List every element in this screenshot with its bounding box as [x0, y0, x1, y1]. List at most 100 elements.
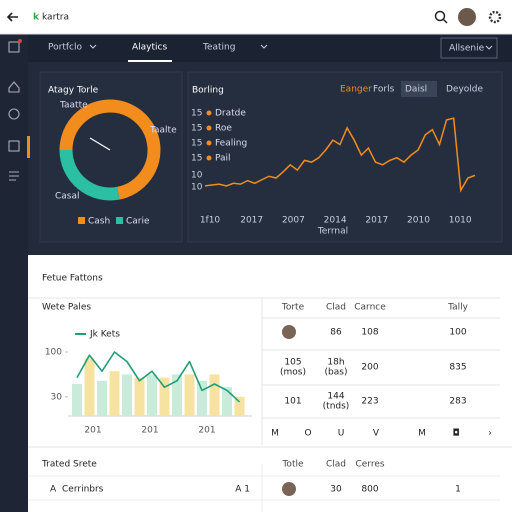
donut-label: Taatte [59, 101, 88, 111]
legend-label: Pail [215, 154, 231, 164]
table-cell: 30 [330, 485, 342, 495]
legend-dot [206, 155, 212, 161]
donut-segment [59, 149, 120, 201]
section-title: Fetue Fattons [42, 274, 103, 284]
table-header: Clad [326, 460, 346, 470]
bar [209, 374, 220, 416]
bar [222, 387, 232, 416]
legend-dot [206, 125, 212, 131]
back-icon[interactable] [6, 12, 18, 22]
table-cell: 105 [284, 358, 301, 368]
bar [84, 358, 95, 416]
caret [485, 45, 493, 50]
line-series [204, 117, 476, 193]
pager-item[interactable]: O [304, 429, 311, 439]
section-title: Trated Srete [41, 460, 97, 470]
bar [234, 396, 245, 416]
x-label: 2014 [324, 216, 347, 226]
bar [147, 374, 157, 416]
table-cell: (tnds) [323, 402, 350, 412]
table-cell: 223 [361, 397, 378, 407]
table-cell: (mos) [280, 368, 306, 378]
legend-label: Cash [88, 217, 110, 227]
side-label: 10 [191, 171, 203, 181]
legend-dot [206, 140, 212, 146]
table-cell: (bas) [325, 368, 348, 378]
card-title: Borling [192, 86, 224, 96]
toggle[interactable]: Eanger [340, 85, 372, 95]
bar [172, 374, 182, 416]
x-label: 1f10 [200, 216, 221, 226]
pager-item[interactable]: V [373, 429, 380, 439]
nav-tab[interactable]: Portfclo [48, 43, 82, 53]
nav-tab[interactable]: Alaytics [132, 43, 167, 53]
table-cell: A 1 [235, 485, 250, 495]
toggle[interactable]: Daisl [405, 85, 427, 95]
legend-swatch [78, 217, 85, 224]
side-label: 15 [191, 109, 202, 119]
line-card [187, 71, 503, 243]
table-cell: 1 [455, 485, 461, 495]
nav-button[interactable] [440, 37, 498, 59]
side-label: 15 [191, 139, 202, 149]
table-header: Carnce [354, 303, 386, 313]
table-cell: 144 [327, 392, 344, 402]
y-tick-label: 100 [45, 348, 62, 358]
table-cell: 100 [449, 328, 466, 338]
x-label: 2017 [365, 216, 388, 226]
toggle[interactable]: Forls [373, 85, 395, 95]
sidebar-icon[interactable] [8, 81, 20, 93]
sidebar-icon[interactable] [8, 140, 20, 152]
line-series [76, 351, 241, 403]
table-header: Totle [281, 460, 304, 470]
table-cell: 200 [361, 363, 378, 373]
y-tick-label: 30 [51, 392, 63, 402]
nav-tab[interactable]: Teating [202, 43, 235, 53]
x-label: 2017 [240, 216, 263, 226]
sidebar-active [27, 136, 30, 158]
x-label: 201 [84, 426, 101, 436]
x-label: 2010 [407, 216, 430, 226]
pager-item[interactable]: › [488, 429, 492, 439]
toggle-active [401, 81, 437, 97]
avatar[interactable] [458, 8, 476, 26]
sidebar-icon[interactable] [8, 41, 20, 53]
bar [184, 374, 195, 416]
table-cell: 283 [449, 397, 466, 407]
sidebar-icon[interactable] [9, 171, 19, 181]
legend-label: Carie [126, 217, 150, 227]
sidebar-icons [8, 41, 20, 181]
side-label: 15 [191, 154, 202, 164]
pager-item[interactable]: ◘ [452, 429, 459, 439]
search-icon[interactable] [434, 10, 446, 22]
x-label: 2007 [282, 216, 305, 226]
table-header: Clad [326, 303, 346, 313]
side-label: 15 [191, 124, 202, 134]
bar [134, 377, 145, 416]
logo-mark: k [33, 13, 40, 23]
table-header: Torte [281, 303, 305, 313]
toggle[interactable]: Deyolde [446, 85, 484, 95]
sidebar-icon[interactable] [8, 108, 20, 120]
legend-label: Jk Kets [89, 330, 120, 340]
legend-dot [206, 110, 212, 116]
legend-label: Roe [215, 124, 232, 134]
table-cell: A [50, 485, 57, 495]
pager-item[interactable]: M [418, 429, 426, 439]
card-title: Atagy Torle [48, 86, 99, 96]
card-title: Wete Pales [42, 303, 91, 313]
x-label: 201 [141, 426, 158, 436]
settings-icon[interactable] [488, 10, 502, 24]
table-cell: 18h [327, 358, 344, 368]
x-label: 201 [198, 426, 215, 436]
caret [89, 44, 97, 49]
nav-button-label[interactable]: Allsenie [449, 44, 485, 54]
pager-item[interactable]: M [271, 429, 279, 439]
pager-item[interactable]: U [338, 429, 345, 439]
legend-label: Fealing [215, 139, 247, 149]
logo-text: kartra [42, 13, 69, 23]
legend-swatch [116, 217, 123, 224]
bar [122, 374, 132, 416]
donut-segment [59, 99, 161, 200]
